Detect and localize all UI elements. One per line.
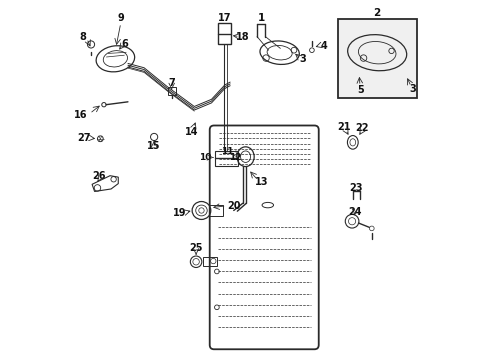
- Text: 5: 5: [357, 85, 364, 95]
- Bar: [209, 205, 223, 216]
- Bar: [202, 257, 217, 266]
- Text: 13: 13: [255, 177, 268, 187]
- Text: 27: 27: [77, 133, 90, 143]
- Text: 14: 14: [184, 127, 198, 136]
- Text: 20: 20: [227, 201, 240, 211]
- Text: 12: 12: [229, 153, 241, 162]
- Text: 19: 19: [173, 208, 186, 218]
- Text: 23: 23: [349, 183, 363, 193]
- Bar: [214, 150, 238, 166]
- Text: 18: 18: [235, 32, 249, 42]
- Text: 6: 6: [122, 40, 128, 49]
- Text: 4: 4: [320, 41, 326, 50]
- Text: 17: 17: [217, 13, 231, 23]
- Text: 26: 26: [92, 171, 106, 181]
- Text: 9: 9: [117, 13, 124, 23]
- Text: 22: 22: [355, 123, 368, 133]
- Text: 2: 2: [373, 8, 380, 18]
- Text: 7: 7: [168, 78, 175, 88]
- Text: 15: 15: [147, 140, 161, 150]
- Bar: [217, 23, 231, 44]
- Text: 21: 21: [337, 122, 350, 132]
- Bar: [337, 19, 416, 98]
- Text: 24: 24: [347, 207, 361, 217]
- Text: 1: 1: [257, 13, 264, 23]
- Text: 11: 11: [221, 147, 233, 156]
- Text: 8: 8: [79, 32, 86, 41]
- Text: 16: 16: [73, 111, 87, 121]
- Text: 3: 3: [408, 84, 415, 94]
- Text: 3: 3: [299, 54, 305, 64]
- Text: 10: 10: [199, 153, 211, 162]
- Text: 25: 25: [189, 243, 203, 253]
- Bar: [167, 87, 175, 95]
